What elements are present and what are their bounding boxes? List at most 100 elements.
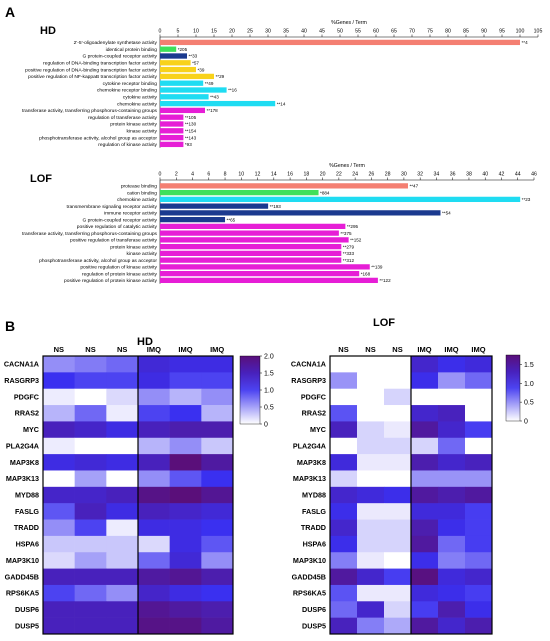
heatmap-cell [465,421,493,439]
heatmap-cell [330,617,358,635]
heatmap-cell [106,584,139,602]
x-tick-label: 45 [319,29,325,35]
colorbar-tick-label: 1.0 [264,388,274,395]
heatmap-cell [465,388,493,406]
heatmap-cell [438,388,466,406]
heatmap-cell [138,552,170,569]
heatmap-cell [106,503,139,520]
x-tick-label: 46 [531,172,537,178]
colorbar-tick-label: 0 [524,419,528,426]
row-label: MYC [310,425,326,434]
heatmap-cell [330,470,358,488]
row-label: MAP3K13 [293,474,326,483]
data-label: **49 [205,81,214,86]
colorbar [239,355,261,425]
heatmap-cell [106,552,139,569]
heatmap-cell [330,503,358,520]
heatmap-cell [330,601,358,618]
bar [160,257,342,263]
x-tick-label: 10 [193,29,199,35]
heatmap-cell [43,405,75,422]
row-label: DUSP6 [15,605,39,614]
heatmap-cell [438,437,466,455]
heatmap-cell [74,552,107,569]
colorbar [505,354,521,422]
heatmap-cell [438,372,466,390]
x-tick-label: 36 [450,172,456,178]
x-tick-label: 55 [355,29,361,35]
heatmap-cell [438,568,466,586]
row-label: CACNA1A [291,360,326,369]
x-tick-label: 2 [175,172,178,178]
heatmap-cell [384,552,412,569]
bar [160,250,342,257]
category-label: positive regulation of DNA-binding trans… [25,67,157,73]
heatmap-cell [357,601,385,618]
x-tick-label: 70 [409,29,415,35]
category-label: G protein-coupled receptor activity [83,54,158,60]
category-label: protease binding [121,184,157,190]
heatmap-cell [357,454,385,471]
category-label: positive regulation of protein kinase ac… [64,278,158,284]
heatmap-cell [169,617,202,635]
heatmap-cell [465,503,493,520]
heatmap-cell [465,486,493,504]
heatmap-cell [106,454,139,471]
heatmap-cell [384,601,412,618]
data-label: **279 [343,244,355,249]
category-label: phosphotransferase activity, alcohol gro… [39,135,157,141]
x-tick-label: 0 [159,29,162,35]
x-tick-label: 12 [255,172,261,178]
heatmap-cell [384,584,412,602]
heatmap-cell [411,535,439,553]
category-label: 2'-5'-oligoadenylate synthetase activity [74,40,158,46]
heatmap-cell [357,568,385,586]
category-label: transferase activity, transferring phosp… [22,108,158,114]
heatmap-cell [384,470,412,488]
x-tick-label: 35 [283,29,289,35]
heatmap-cell [465,372,493,390]
category-label: chemokine activity [117,197,158,203]
heatmap-cell [465,568,493,586]
column-label: IMQ [417,345,431,354]
column-label: IMQ [178,345,192,354]
data-label: *884 [320,190,330,195]
heatmap-cell [201,535,234,553]
data-label: **14 [277,101,286,106]
heatmap-cell [138,437,170,455]
heatmap-cell [201,552,234,569]
heatmap-cell [438,405,466,422]
heatmap-cell [465,584,493,602]
heatmap-cell [74,568,107,586]
data-label: **47 [409,184,418,189]
heatmap-cell [106,617,139,635]
heatmap-cell [43,454,75,471]
x-tick-label: 60 [373,29,379,35]
bar [160,73,214,80]
bar [160,216,226,223]
panel-a-letter: A [5,4,16,20]
heatmap-cell [438,503,466,520]
column-label: NS [392,345,402,354]
heatmap-cell [74,372,107,390]
heatmap-title: HD [137,336,153,348]
heatmap-cell [411,454,439,471]
x-tick-label: 75 [427,29,433,35]
heatmap-cell [169,486,202,504]
colorbar-tick-label: 1.0 [524,381,534,388]
heatmap-cell [201,454,234,471]
row-label: MAP3K8 [297,458,326,467]
x-tick-label: 44 [515,172,521,178]
bar [160,114,184,120]
bar [160,264,370,270]
category-label: chemokine receptor binding [97,88,157,94]
bar [160,46,177,52]
heatmap-cell [411,568,439,586]
heatmap-cell [169,519,202,537]
heatmap-cell [169,372,202,390]
row-label: MYD88 [15,491,39,500]
heatmap-cell [138,372,170,390]
heatmap-cell [411,356,439,373]
heatmap-cell [106,437,139,455]
bar [160,230,339,236]
